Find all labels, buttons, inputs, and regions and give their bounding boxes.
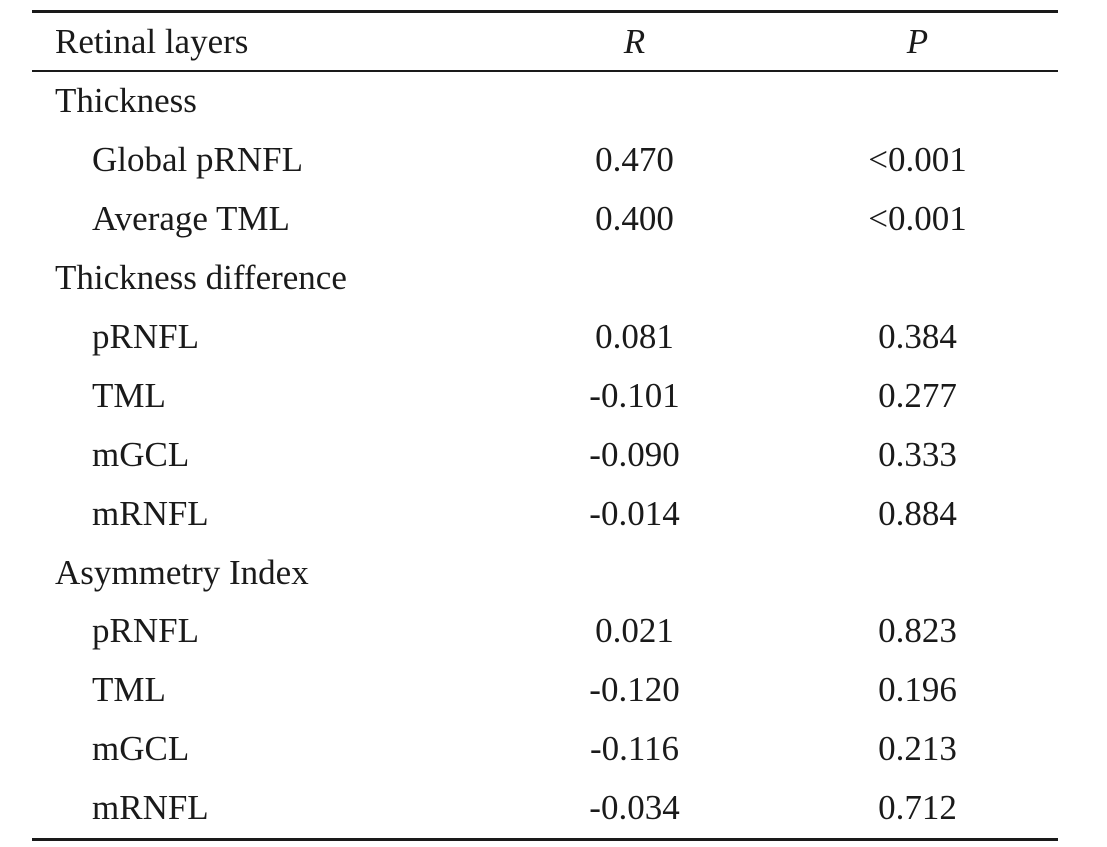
row-r-value: -0.101 bbox=[589, 375, 680, 415]
group-label: Asymmetry Index bbox=[55, 552, 309, 592]
row-r-value: -0.116 bbox=[589, 729, 680, 769]
row-r-value: -0.034 bbox=[589, 788, 680, 828]
header-row: Retinal layers R P bbox=[32, 11, 1058, 71]
header-p: P bbox=[906, 21, 929, 61]
header-r: R bbox=[623, 21, 646, 61]
table-row: TML -0.120 0.196 bbox=[32, 661, 1058, 720]
row-layer: TML bbox=[92, 670, 166, 710]
row-layer: pRNFL bbox=[92, 317, 199, 356]
row-layer: Average TML bbox=[92, 199, 290, 239]
row-layer: mRNFL bbox=[92, 493, 209, 533]
row-r-value: 0.400 bbox=[595, 199, 674, 239]
group-row-asymmetry-index: Asymmetry Index bbox=[32, 543, 1058, 602]
row-layer: Global pRNFL bbox=[92, 140, 303, 180]
row-layer: TML bbox=[92, 375, 166, 415]
row-p-value: <0.001 bbox=[868, 140, 967, 180]
row-p-value: 0.333 bbox=[878, 434, 957, 474]
table-row: mRNFL -0.014 0.884 bbox=[32, 484, 1058, 543]
row-p-value: 0.712 bbox=[878, 788, 957, 828]
row-r-value: -0.014 bbox=[589, 493, 680, 533]
row-layer: mRNFL bbox=[92, 788, 209, 828]
table-header: Retinal layers R P bbox=[32, 11, 1058, 71]
group-row-thickness-difference: Thickness difference bbox=[32, 249, 1058, 308]
table-body: Thickness Global pRNFL 0.470 <0.001 Aver… bbox=[32, 71, 1058, 840]
table-row: pRNFL 0.021 0.823 bbox=[32, 602, 1058, 661]
table-row: Average TML 0.400 <0.001 bbox=[32, 190, 1058, 249]
row-p-value: <0.001 bbox=[868, 199, 967, 239]
table-row: mGCL -0.116 0.213 bbox=[32, 720, 1058, 779]
results-table-container: Retinal layers R P Thickness Global pRNF… bbox=[32, 10, 1058, 841]
header-retinal-layers: Retinal layers bbox=[55, 21, 249, 61]
row-p-value: 0.213 bbox=[878, 729, 957, 769]
row-r-value: -0.120 bbox=[589, 670, 680, 710]
table-row: pRNFL 0.081 0.384 bbox=[32, 308, 1058, 367]
row-layer: pRNFL bbox=[92, 611, 199, 651]
row-r-value: 0.021 bbox=[595, 611, 674, 651]
row-p-value: 0.196 bbox=[878, 670, 957, 710]
table-row: mGCL -0.090 0.333 bbox=[32, 425, 1058, 484]
row-layer: mGCL bbox=[92, 434, 190, 474]
row-p-value: 0.277 bbox=[878, 375, 957, 415]
row-p-value: 0.884 bbox=[878, 493, 957, 533]
group-label: Thickness difference bbox=[55, 258, 347, 298]
group-label: Thickness bbox=[55, 81, 197, 121]
table-row: TML -0.101 0.277 bbox=[32, 366, 1058, 425]
row-p-value: 0.823 bbox=[878, 611, 957, 651]
table-row: mRNFL -0.034 0.712 bbox=[32, 779, 1058, 840]
table-row: Global pRNFL 0.470 <0.001 bbox=[32, 131, 1058, 190]
group-row-thickness: Thickness bbox=[32, 71, 1058, 131]
row-r-value: 0.081 bbox=[595, 317, 674, 356]
row-r-value: 0.470 bbox=[595, 140, 674, 180]
row-p-value: 0.384 bbox=[878, 317, 957, 356]
row-layer: mGCL bbox=[92, 729, 190, 769]
correlation-table: Retinal layers R P Thickness Global pRNF… bbox=[32, 10, 1058, 841]
row-r-value: -0.090 bbox=[589, 434, 680, 474]
